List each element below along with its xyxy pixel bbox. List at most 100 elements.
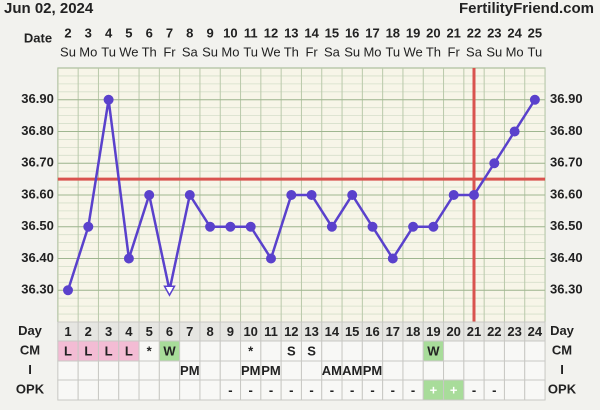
y-tick-label: 36.70	[21, 155, 54, 170]
cell-text: 15	[345, 324, 359, 339]
weekday-label: Fr	[448, 44, 461, 59]
cell-text: 12	[284, 324, 298, 339]
y-tick-label-right: 36.80	[550, 123, 583, 138]
weekday-label: We	[119, 44, 138, 59]
weekday-label: Tu	[528, 44, 543, 59]
point	[469, 190, 479, 200]
point	[184, 190, 195, 200]
cell-text: AM	[322, 363, 342, 378]
weekday-label: Su	[202, 44, 218, 59]
weekday-label: Sa	[182, 44, 199, 59]
table-cell	[158, 379, 181, 401]
date-label: 12	[264, 25, 278, 40]
table-cell	[361, 340, 384, 362]
y-tick-label: 36.80	[21, 123, 54, 138]
row-label-right: CM	[552, 342, 572, 357]
date-label: Date	[24, 30, 52, 45]
point	[123, 253, 134, 264]
cell-text: PM	[363, 363, 383, 378]
weekday-label: Su	[60, 44, 76, 59]
cell-text: 21	[467, 324, 481, 339]
table-cell	[341, 340, 363, 362]
cell-text: 18	[406, 324, 420, 339]
table-cell	[402, 340, 424, 362]
cell-text: -	[269, 382, 273, 397]
date-label: 7	[166, 25, 173, 40]
y-tick-label: 36.50	[21, 218, 54, 233]
point	[326, 221, 337, 232]
cell-text: L	[125, 343, 133, 358]
table-cell	[138, 379, 160, 401]
weekday-label: Mo	[79, 44, 97, 59]
cell-text: 8	[206, 324, 213, 339]
weekday-label: Tu	[243, 44, 258, 59]
date-label: 17	[365, 25, 379, 40]
point	[225, 221, 236, 232]
cell-text: AM	[342, 363, 362, 378]
cell-text: PM	[180, 363, 200, 378]
table-cell	[503, 379, 526, 401]
cell-text: 14	[325, 324, 340, 339]
cell-text: 9	[227, 324, 234, 339]
table-cell	[382, 360, 404, 381]
y-tick-label: 36.40	[21, 250, 54, 265]
table-cell	[158, 360, 181, 381]
weekday-label: Tu	[101, 44, 116, 59]
cell-text: -	[472, 382, 476, 397]
cell-text: 3	[105, 324, 112, 339]
cell-text: S	[287, 343, 296, 358]
point	[509, 126, 520, 137]
date-label: 2	[64, 25, 71, 40]
table-cell	[179, 340, 201, 362]
table-cell	[199, 340, 221, 362]
table-cell	[57, 360, 79, 381]
date-label: 22	[467, 25, 481, 40]
point	[408, 221, 419, 232]
table-cell	[524, 379, 546, 401]
cell-text: +	[450, 382, 458, 397]
cell-text: -	[249, 382, 253, 397]
point	[489, 158, 500, 169]
cell-text: 13	[304, 324, 318, 339]
row-label: I	[28, 362, 32, 377]
date-label: 23	[487, 25, 501, 40]
date-label: 3	[85, 25, 92, 40]
date-label: 25	[528, 25, 542, 40]
weekday-label: Th	[142, 44, 157, 59]
cell-text: -	[350, 382, 354, 397]
cell-text: -	[411, 382, 415, 397]
cell-text: *	[147, 343, 153, 358]
table-cell	[77, 360, 99, 381]
table-cell	[118, 379, 140, 401]
table-cell	[524, 360, 546, 381]
point	[448, 190, 459, 200]
table-cell	[300, 360, 323, 381]
cell-text: 23	[507, 324, 521, 339]
table-cell	[97, 379, 120, 401]
weekday-label: Sa	[466, 44, 483, 59]
point	[529, 94, 540, 105]
cell-text: 16	[365, 324, 379, 339]
weekday-label: Mo	[221, 44, 239, 59]
cell-text: PM	[261, 363, 281, 378]
table-cell	[138, 360, 160, 381]
table-cell	[321, 340, 343, 362]
date-label: 16	[345, 25, 359, 40]
row-label: OPK	[16, 381, 45, 396]
cell-text: 20	[446, 324, 460, 339]
site-name: FertilityFriend.com	[459, 0, 594, 17]
cell-text: -	[391, 382, 395, 397]
cell-text: -	[330, 382, 334, 397]
weekday-label: We	[261, 44, 280, 59]
date-label: 24	[507, 25, 522, 40]
table-cell	[97, 360, 120, 381]
table-cell	[463, 360, 485, 381]
table-cell	[179, 379, 201, 401]
cell-text: L	[105, 343, 113, 358]
table-cell	[422, 360, 445, 381]
date-label: 5	[125, 25, 132, 40]
table-cell	[463, 340, 485, 362]
cell-text: 24	[528, 324, 543, 339]
date-label: 10	[223, 25, 237, 40]
